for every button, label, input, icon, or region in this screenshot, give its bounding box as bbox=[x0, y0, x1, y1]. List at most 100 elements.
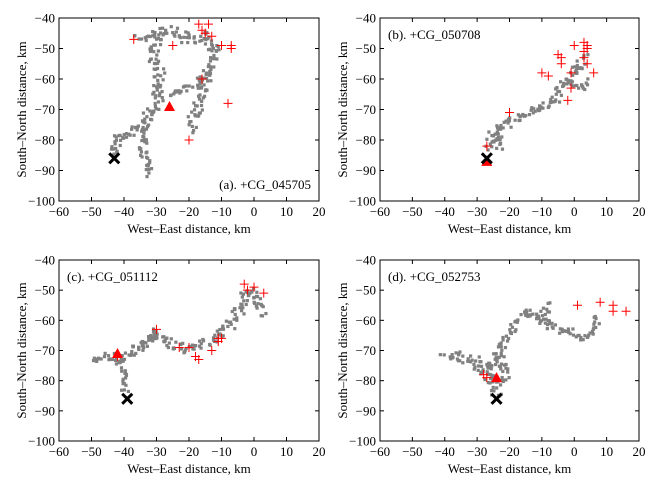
x-tick-label: −40 bbox=[435, 444, 455, 459]
source-point bbox=[499, 367, 503, 371]
source-point bbox=[91, 359, 96, 363]
source-point bbox=[490, 373, 494, 377]
source-point bbox=[207, 35, 211, 39]
source-point bbox=[571, 327, 575, 331]
source-point bbox=[547, 322, 552, 326]
source-point bbox=[177, 89, 181, 93]
source-point bbox=[527, 112, 532, 117]
source-point bbox=[233, 307, 237, 312]
source-point bbox=[493, 132, 497, 136]
source-point bbox=[183, 350, 187, 354]
source-point bbox=[118, 133, 122, 137]
source-point bbox=[578, 66, 582, 70]
flash-marker bbox=[582, 59, 592, 69]
source-point bbox=[564, 77, 569, 81]
source-point bbox=[539, 319, 544, 323]
x-tick-label: −20 bbox=[499, 444, 519, 459]
flash-marker bbox=[184, 135, 194, 145]
source-point bbox=[151, 30, 155, 34]
source-point bbox=[216, 44, 220, 49]
x-tick-label: −30 bbox=[467, 444, 487, 459]
source-point bbox=[143, 36, 147, 40]
source-point bbox=[493, 138, 498, 142]
source-point bbox=[504, 334, 508, 338]
flash-marker bbox=[595, 297, 605, 307]
source-point bbox=[211, 57, 215, 61]
source-point bbox=[494, 352, 498, 356]
source-point bbox=[529, 313, 533, 317]
source-point bbox=[594, 316, 598, 321]
source-point bbox=[590, 329, 595, 333]
source-point bbox=[500, 348, 504, 352]
source-point bbox=[110, 145, 114, 149]
source-point bbox=[568, 332, 572, 336]
panel-title: (d). +CG_052753 bbox=[388, 269, 481, 284]
flash-marker bbox=[259, 288, 269, 298]
source-point bbox=[209, 79, 213, 83]
source-point bbox=[158, 26, 162, 31]
source-point bbox=[157, 94, 162, 98]
source-point bbox=[142, 138, 146, 142]
source-point bbox=[233, 312, 237, 317]
source-point bbox=[211, 336, 216, 340]
y-tick-label: −80 bbox=[356, 133, 376, 148]
source-point bbox=[191, 131, 195, 135]
source-point bbox=[468, 360, 473, 364]
source-point bbox=[498, 342, 503, 346]
source-point bbox=[117, 361, 121, 365]
source-point bbox=[145, 107, 150, 111]
source-point bbox=[143, 117, 147, 121]
source-point bbox=[106, 354, 111, 358]
source-point bbox=[99, 357, 103, 361]
source-point bbox=[155, 61, 160, 65]
source-point bbox=[533, 109, 537, 113]
y-tick-label: −70 bbox=[356, 343, 376, 358]
source-point bbox=[114, 135, 118, 139]
source-point bbox=[466, 357, 470, 361]
source-point bbox=[193, 41, 198, 45]
source-point bbox=[156, 36, 161, 41]
source-point bbox=[206, 64, 210, 69]
source-point bbox=[242, 312, 246, 316]
source-point bbox=[110, 357, 114, 362]
source-point bbox=[139, 37, 144, 41]
source-point bbox=[140, 139, 144, 143]
flash-marker bbox=[608, 306, 618, 316]
source-point bbox=[579, 83, 584, 87]
y-tick-label: −50 bbox=[35, 283, 55, 298]
source-point bbox=[504, 119, 508, 123]
triangle-marker bbox=[112, 348, 123, 359]
x-tick-label: 10 bbox=[600, 204, 613, 219]
source-point bbox=[200, 99, 204, 103]
source-point bbox=[134, 351, 138, 356]
x-tick-label: −50 bbox=[402, 204, 422, 219]
source-point bbox=[200, 108, 204, 112]
source-point bbox=[481, 370, 485, 374]
source-point bbox=[144, 151, 148, 155]
flash-marker bbox=[197, 74, 207, 84]
source-point bbox=[545, 327, 549, 331]
source-point bbox=[597, 322, 601, 326]
y-tick-label: −80 bbox=[35, 133, 55, 148]
source-point bbox=[109, 147, 114, 151]
source-point bbox=[210, 49, 214, 53]
source-point bbox=[461, 354, 465, 358]
source-point bbox=[145, 115, 149, 119]
source-point bbox=[576, 333, 580, 338]
source-point bbox=[148, 159, 152, 163]
source-point bbox=[498, 383, 503, 387]
flash-marker bbox=[194, 355, 204, 365]
source-point bbox=[472, 362, 476, 366]
source-point bbox=[256, 302, 260, 306]
source-point bbox=[163, 71, 167, 75]
x-tick-label: −60 bbox=[49, 204, 69, 219]
source-point bbox=[575, 63, 579, 68]
y-axis-label: South–North distance, km bbox=[14, 41, 29, 177]
source-point bbox=[213, 57, 217, 61]
source-point bbox=[507, 376, 511, 380]
source-point bbox=[158, 91, 162, 95]
source-point bbox=[496, 135, 501, 139]
source-point bbox=[493, 362, 498, 367]
source-point bbox=[473, 365, 477, 369]
source-point bbox=[532, 107, 536, 111]
